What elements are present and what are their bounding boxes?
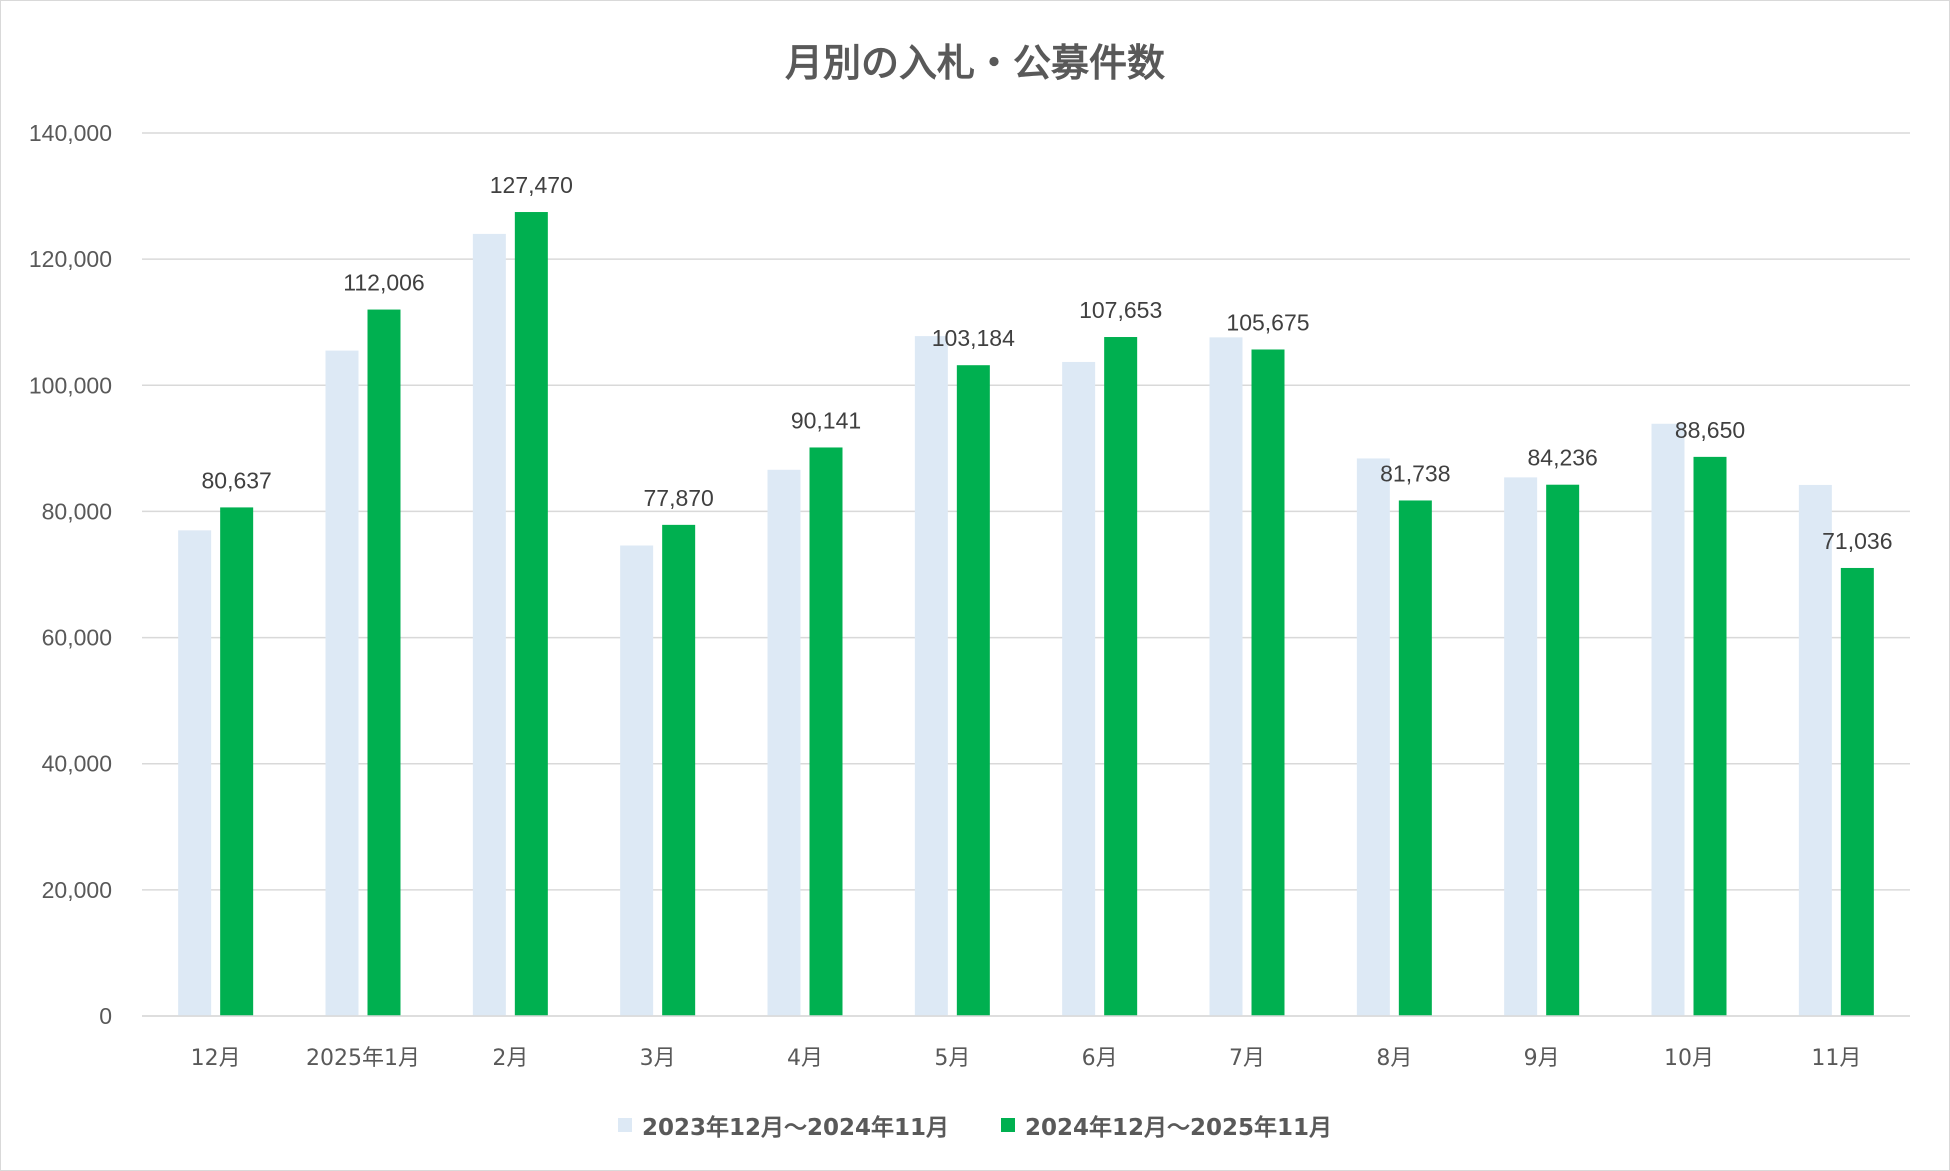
y-tick-label: 60,000 <box>42 625 112 651</box>
bar-series-2 <box>809 447 843 1016</box>
data-label: 81,738 <box>1380 460 1450 486</box>
bar-series-1 <box>472 233 506 1016</box>
bar-series-2 <box>1693 456 1727 1016</box>
x-tick-label: 7月 <box>1229 1046 1265 1071</box>
bar-series-1 <box>1504 477 1538 1016</box>
chart-title: 月別の入札・公募件数 <box>784 41 1165 85</box>
legend-item-series-2: 2024年12月～2025年11月 <box>1001 1108 1332 1142</box>
legend-swatch-series-2 <box>1001 1118 1015 1132</box>
data-label: 77,870 <box>643 485 713 511</box>
data-label: 88,650 <box>1675 417 1745 443</box>
x-tick-label: 3月 <box>640 1046 676 1071</box>
bar-series-2 <box>1251 349 1285 1016</box>
x-tick-label: 8月 <box>1376 1046 1412 1071</box>
x-tick-label: 2月 <box>492 1046 528 1071</box>
legend-swatch-series-1 <box>617 1118 632 1132</box>
y-tick-label: 140,000 <box>29 120 112 146</box>
bar-series-2 <box>1398 500 1432 1016</box>
bar-series-1 <box>1651 423 1685 1016</box>
y-tick-label: 80,000 <box>42 498 112 524</box>
x-tick-label: 5月 <box>934 1046 970 1071</box>
data-label: 71,036 <box>1822 528 1892 554</box>
data-label: 84,236 <box>1527 445 1597 471</box>
bar-series-1 <box>620 545 654 1016</box>
bar-series-1 <box>1209 337 1243 1016</box>
bar-series-1 <box>178 530 212 1016</box>
bar-series-2 <box>367 309 401 1017</box>
x-tick-label: 9月 <box>1524 1046 1560 1071</box>
bar-series-2 <box>1840 567 1874 1016</box>
legend-item-series-1: 2023年12月～2024年11月 <box>617 1108 949 1142</box>
data-label: 80,637 <box>201 467 271 493</box>
bar-series-2 <box>956 365 990 1017</box>
bar-series-2 <box>1546 484 1580 1016</box>
legend-label-series-1: 2023年12月～2024年11月 <box>641 1115 949 1141</box>
legend-label-series-2: 2024年12月～2025年11月 <box>1025 1115 1333 1141</box>
y-tick-label: 120,000 <box>29 246 112 272</box>
x-tick-label: 4月 <box>787 1046 823 1071</box>
y-tick-label: 0 <box>99 1003 112 1029</box>
y-tick-label: 40,000 <box>42 751 112 777</box>
data-label: 107,653 <box>1079 297 1162 323</box>
bar-series-1 <box>325 350 359 1016</box>
x-tick-label: 12月 <box>191 1046 241 1071</box>
bar-series-2 <box>1104 337 1138 1016</box>
data-label: 103,184 <box>932 325 1015 351</box>
x-tick-label: 2025年1月 <box>306 1046 420 1071</box>
x-tick-label: 11月 <box>1811 1046 1861 1071</box>
data-label: 112,006 <box>343 270 424 296</box>
bar-series-2 <box>220 507 254 1016</box>
bar-series-2 <box>514 212 548 1016</box>
bar-series-1 <box>914 336 948 1017</box>
data-label: 90,141 <box>791 407 861 433</box>
data-label: 127,470 <box>490 172 573 198</box>
bar-series-1 <box>1356 458 1390 1016</box>
data-label: 105,675 <box>1226 309 1309 335</box>
bar-series-1 <box>1062 361 1096 1016</box>
bar-series-1 <box>767 469 801 1017</box>
x-tick-label: 10月 <box>1664 1046 1714 1071</box>
bar-series-1 <box>1798 484 1832 1016</box>
x-tick-label: 6月 <box>1082 1046 1118 1071</box>
bar-series-2 <box>662 524 696 1016</box>
legend: 2023年12月～2024年11月 2024年12月～2025年11月 <box>0 1108 1950 1142</box>
y-tick-label: 20,000 <box>42 877 112 903</box>
y-tick-label: 100,000 <box>29 372 112 398</box>
